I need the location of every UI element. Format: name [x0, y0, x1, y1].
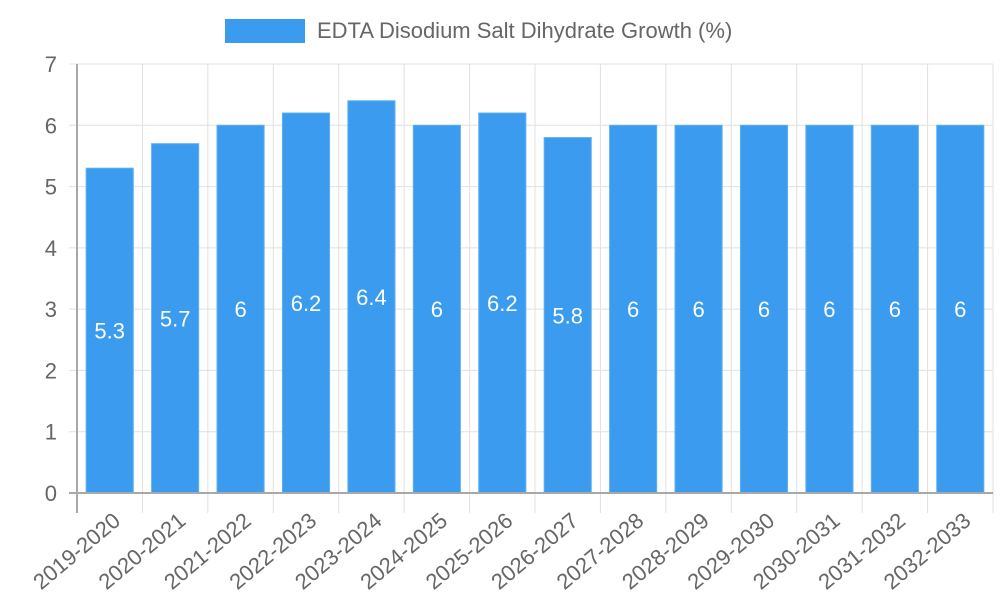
axes: [69, 64, 993, 513]
y-tick-label: 2: [45, 358, 57, 383]
bar-value-label: 6: [823, 297, 835, 322]
bar-value-label: 5.7: [160, 306, 191, 331]
data-labels: 5.3 5.7 6 6.2 6.4 6 6.2 5.8 6 6 6 6 6 6: [94, 285, 966, 344]
bar-value-label: 5.3: [94, 319, 125, 344]
bar[interactable]: [609, 124, 658, 494]
legend-label: EDTA Disodium Salt Dihydrate Growth (%): [317, 18, 733, 43]
bar[interactable]: [347, 100, 396, 494]
bar-value-label: 6.4: [356, 285, 387, 310]
grid-lines: [69, 63, 994, 513]
bar-value-label: 6: [889, 297, 901, 322]
bar-value-label: 6: [431, 297, 443, 322]
legend-swatch: [225, 19, 305, 43]
bar[interactable]: [478, 112, 527, 494]
bar[interactable]: [85, 167, 134, 494]
bar-value-label: 6: [954, 297, 966, 322]
bar-value-label: 6: [627, 297, 639, 322]
bar-value-label: 6: [234, 297, 246, 322]
bar[interactable]: [281, 112, 331, 494]
y-tick-label: 4: [45, 236, 57, 261]
y-tick-label: 5: [45, 175, 57, 200]
bar-value-label: 6.2: [487, 291, 518, 316]
bar[interactable]: [870, 124, 919, 494]
bar-value-label: 6: [692, 297, 704, 322]
bar[interactable]: [543, 137, 592, 494]
y-tick-label: 0: [45, 481, 57, 506]
y-tick-label: 3: [45, 297, 57, 322]
y-tick-label: 1: [45, 420, 57, 445]
y-axis-ticks: 0 1 2 3 4 5 6 7: [45, 52, 57, 506]
bars: [85, 100, 985, 494]
y-tick-label: 6: [45, 113, 57, 138]
bar[interactable]: [151, 143, 200, 494]
y-tick-label: 7: [45, 52, 57, 77]
bar[interactable]: [412, 124, 461, 494]
bar-value-label: 5.8: [552, 303, 583, 328]
bar[interactable]: [216, 124, 265, 494]
bar-value-label: 6: [758, 297, 770, 322]
bar[interactable]: [805, 124, 854, 494]
bar-value-label: 6.2: [291, 291, 322, 316]
chart-legend[interactable]: EDTA Disodium Salt Dihydrate Growth (%): [225, 18, 732, 44]
x-axis-ticks: 2019-20202020-20212021-20222022-20232023…: [28, 508, 975, 595]
